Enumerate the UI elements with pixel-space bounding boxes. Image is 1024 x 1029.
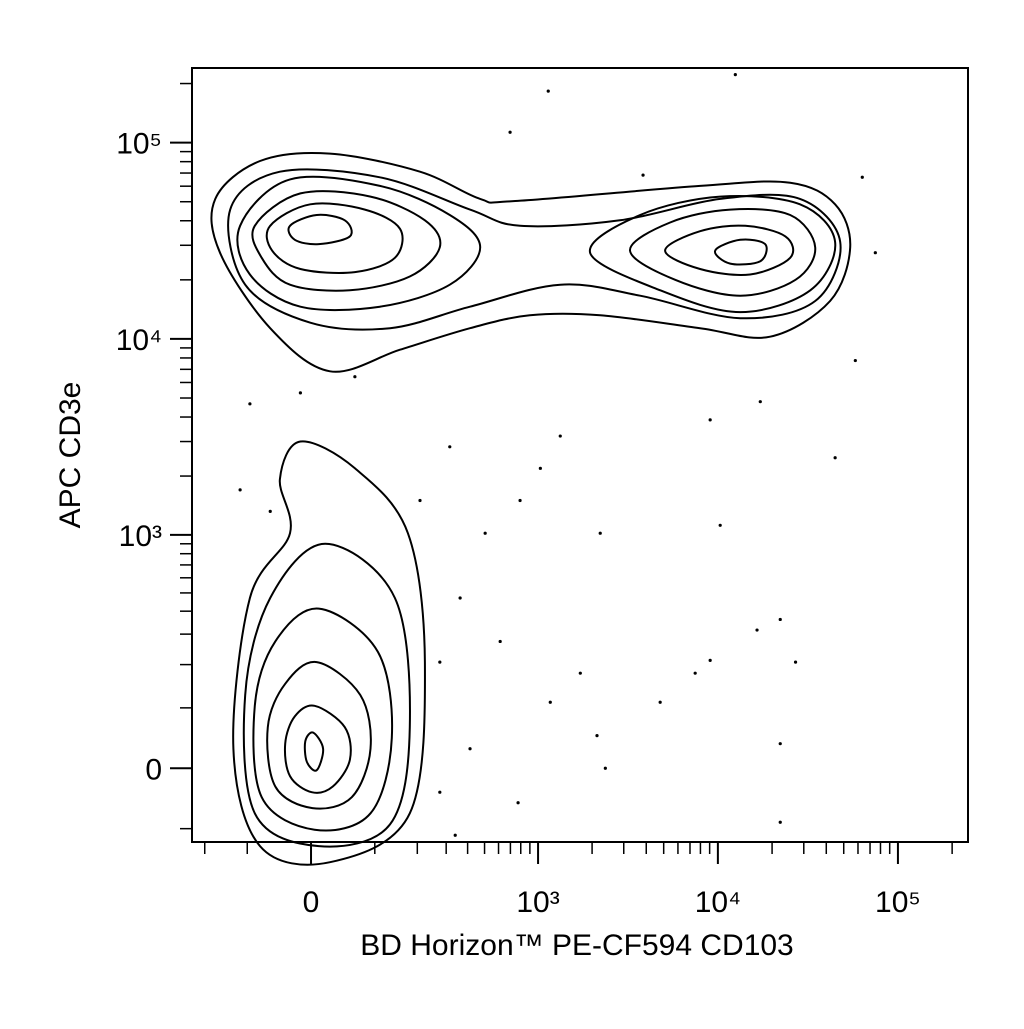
contour-line (664, 224, 795, 276)
event-dot (833, 456, 837, 460)
event-dot (468, 747, 472, 751)
y-tick-label: 0 (145, 753, 162, 786)
event-dot (641, 173, 645, 177)
event-dot (268, 509, 272, 513)
event-dot (248, 402, 252, 406)
event-dot (438, 790, 442, 794)
event-dot (238, 488, 242, 492)
contour-line (283, 704, 352, 794)
x-axis-label: BD Horizon™ PE-CF594 CD103 (360, 929, 794, 962)
event-dot (708, 418, 712, 422)
event-dot (483, 531, 487, 535)
event-dot (693, 671, 697, 675)
event-dot (758, 400, 762, 404)
event-dot (548, 700, 552, 704)
event-dot (438, 660, 442, 664)
event-dot (708, 658, 712, 663)
event-dot (448, 445, 452, 449)
contour-line (242, 542, 411, 848)
event-dot (853, 358, 857, 363)
event-dot (860, 175, 864, 179)
y-tick-label: 10³ (119, 520, 162, 553)
contour-line (287, 213, 353, 246)
contour-line (227, 168, 842, 331)
y-tick-label: 10⁵ (116, 128, 162, 161)
y-tick-label: 10⁴ (116, 324, 162, 357)
event-dot (508, 130, 512, 134)
event-dot (453, 833, 457, 837)
event-dot (778, 742, 782, 746)
contour-line (714, 238, 768, 266)
event-dot (578, 671, 582, 675)
event-dot (595, 734, 599, 738)
contour-line (629, 208, 817, 297)
contour-line (265, 202, 404, 274)
event-dot (658, 700, 662, 704)
event-dot (518, 498, 522, 503)
event-dot (873, 251, 877, 255)
event-dot (458, 596, 462, 600)
event-dot (755, 628, 759, 632)
contour-line (232, 440, 426, 866)
x-tick-label: 10⁴ (695, 886, 741, 919)
contour-line (303, 731, 325, 772)
contour-line (210, 151, 852, 373)
contour-line (236, 175, 482, 312)
contour-line (589, 194, 837, 314)
x-tick-label: 10⁵ (875, 886, 921, 919)
event-dot (558, 434, 562, 438)
y-axis-label: APC CD3e (54, 382, 87, 529)
contour-line (266, 661, 372, 810)
contour-line (252, 607, 394, 832)
event-dot (733, 73, 737, 77)
event-dot (516, 801, 520, 805)
event-dot (418, 498, 422, 503)
event-dot (603, 766, 607, 770)
event-dot (538, 466, 542, 470)
x-tick-label: 10³ (516, 886, 559, 919)
event-dot (778, 617, 782, 622)
x-tick-label: 0 (303, 886, 320, 919)
plot-frame (191, 67, 969, 843)
event-dot (598, 531, 602, 535)
event-dot (298, 391, 302, 395)
event-dot (778, 820, 782, 824)
event-dot (718, 523, 722, 527)
event-dot (353, 375, 357, 379)
contour-line (251, 190, 442, 292)
event-dot (498, 639, 502, 644)
event-dot (793, 660, 798, 664)
event-dot (546, 89, 550, 93)
